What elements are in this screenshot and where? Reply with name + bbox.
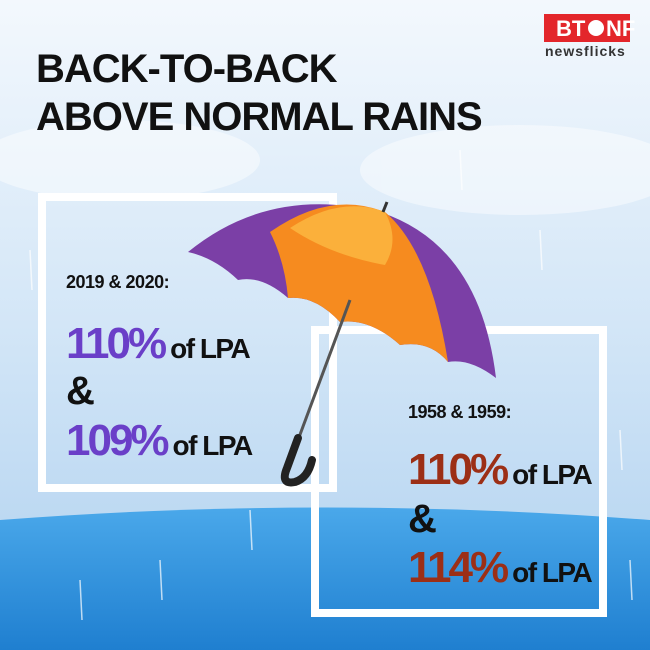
- figure: 110%: [66, 319, 166, 368]
- logo-right: NF: [606, 16, 635, 41]
- clouds: [0, 120, 650, 215]
- logo-tagline: newsflicks: [545, 43, 626, 59]
- unit: of LPA: [512, 459, 592, 490]
- logo-box: [544, 14, 630, 42]
- unit: of LPA: [173, 430, 253, 461]
- rain: [29, 149, 633, 621]
- joiner: &: [408, 497, 437, 541]
- panel-item: 110% of LPA: [408, 445, 593, 494]
- panel-item: 114% of LPA: [408, 543, 593, 592]
- unit: of LPA: [170, 333, 250, 364]
- panel-label: 1958 & 1959:: [408, 402, 511, 422]
- figure: 109%: [66, 416, 168, 465]
- umbrella: [188, 201, 496, 487]
- panel-item: 110% of LPA: [66, 319, 251, 368]
- panel-label: 2019 & 2020:: [66, 272, 169, 292]
- figure: 114%: [408, 543, 508, 592]
- joiner: &: [66, 369, 95, 413]
- logo-globe: [588, 20, 604, 36]
- logo-left: BT: [556, 16, 586, 41]
- title-line: BACK-TO-BACK: [36, 47, 338, 91]
- panel-item: 109% of LPA: [66, 416, 253, 465]
- title-line: ABOVE NORMAL RAINS: [36, 95, 482, 139]
- unit: of LPA: [512, 557, 592, 588]
- figure: 110%: [408, 445, 508, 494]
